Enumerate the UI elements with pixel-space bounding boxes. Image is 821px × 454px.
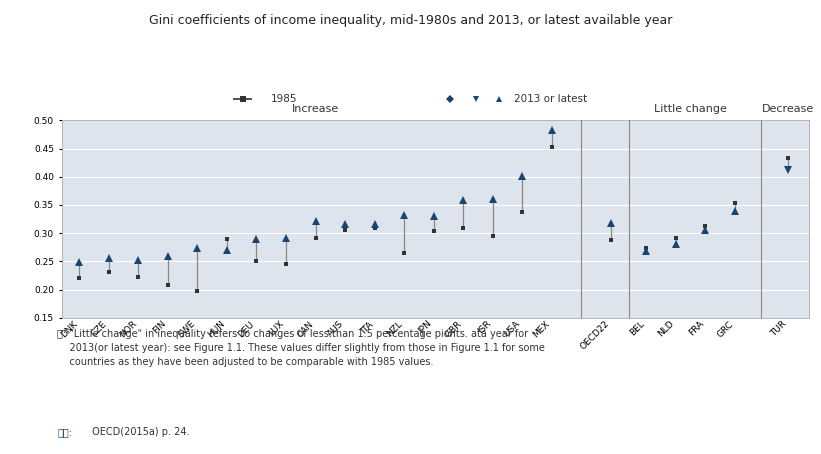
Text: OECD(2015a) p. 24.: OECD(2015a) p. 24. (89, 427, 189, 437)
Text: Gini coefficients of income inequality, mid-1980s and 2013, or latest available : Gini coefficients of income inequality, … (149, 14, 672, 27)
Text: 주: "Little change" in inequality refers to changes of less than 1.5 percentage p: 주: "Little change" in inequality refers … (57, 329, 545, 367)
Text: Little change: Little change (654, 104, 727, 114)
Text: Increase: Increase (292, 104, 339, 114)
Text: Decrease: Decrease (762, 104, 814, 114)
Text: 2013 or latest: 2013 or latest (514, 94, 587, 104)
Text: 1985: 1985 (271, 94, 297, 104)
Text: 자료:: 자료: (57, 427, 72, 437)
